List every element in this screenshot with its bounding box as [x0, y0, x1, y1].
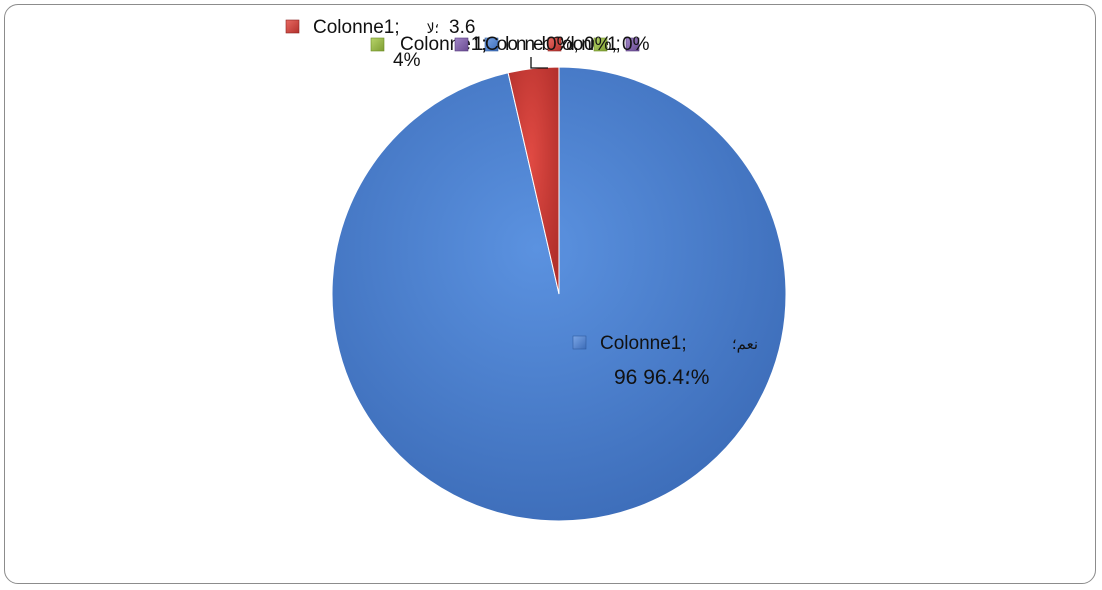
- small-label-value: 3.6: [449, 17, 475, 38]
- legend-marker-red-2: [547, 37, 562, 52]
- legend-marker-green-2: [593, 37, 608, 52]
- legend-marker-green: [370, 37, 385, 52]
- legend-marker-red: [285, 19, 300, 34]
- small-label-category: ؛لا: [427, 20, 439, 36]
- legend-marker-purple-2: [625, 37, 640, 52]
- legend-marker-purple: [454, 37, 469, 52]
- small-label-percent: 4%: [393, 50, 421, 71]
- zero-label-mid: 1;ColonnebColonne1;: [473, 34, 620, 55]
- main-label-series: Colonne1;: [600, 333, 687, 354]
- main-label-value: 96 ؛96.4%: [614, 366, 709, 389]
- small-label-series: Colonne1;: [313, 17, 400, 38]
- main-label-category: نعم؛: [732, 336, 758, 353]
- zero-label-front: 0%, 0%, 0%: [546, 34, 650, 55]
- legend-marker-blue: [484, 37, 499, 52]
- legend-marker-blue-main: [572, 335, 587, 350]
- leader-line: [530, 57, 548, 69]
